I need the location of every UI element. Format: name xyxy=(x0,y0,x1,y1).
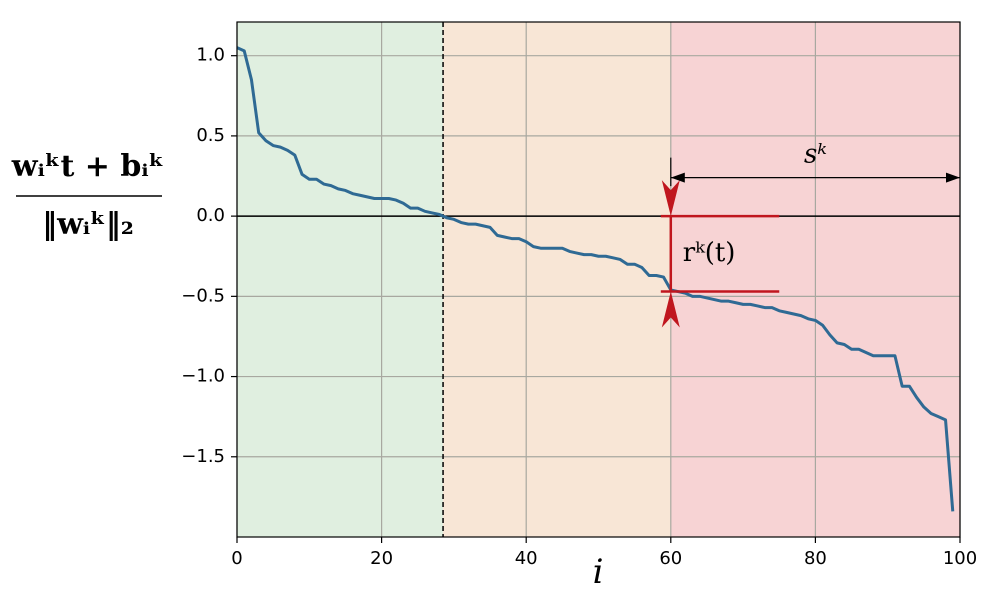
region xyxy=(443,22,671,537)
x-tick-label: 20 xyxy=(370,548,393,569)
x-tick-label: 80 xyxy=(804,548,827,569)
x-tick-label: 40 xyxy=(515,548,538,569)
x-tick-label: 100 xyxy=(943,548,977,569)
region xyxy=(237,22,444,537)
y-tick-label: −0.5 xyxy=(181,285,225,306)
s-arrow-left xyxy=(670,172,685,183)
s-label: sᵏ xyxy=(804,140,827,170)
r-arrow-top xyxy=(661,180,680,217)
x-label: i xyxy=(593,552,604,592)
y-tick-label: −1.0 xyxy=(181,366,225,387)
x-tick-label: 60 xyxy=(659,548,682,569)
data-line xyxy=(236,46,955,512)
r-arrow-bottom xyxy=(661,291,680,328)
y-tick-label: −1.5 xyxy=(181,446,225,467)
y-tick-label: 1.0 xyxy=(196,45,225,66)
x-tick-label: 0 xyxy=(231,548,242,569)
plot-frame xyxy=(236,21,961,538)
r-label: rᵏ(t) xyxy=(683,238,736,268)
y-tick-label: 0.0 xyxy=(196,205,225,226)
y-label-denominator: ‖wᵢᵏ‖₂ xyxy=(42,207,134,242)
y-tick-label: 0.5 xyxy=(196,125,225,146)
s-arrow-right xyxy=(946,172,960,183)
y-label-numerator: wᵢᵏt + bᵢᵏ xyxy=(11,149,164,184)
